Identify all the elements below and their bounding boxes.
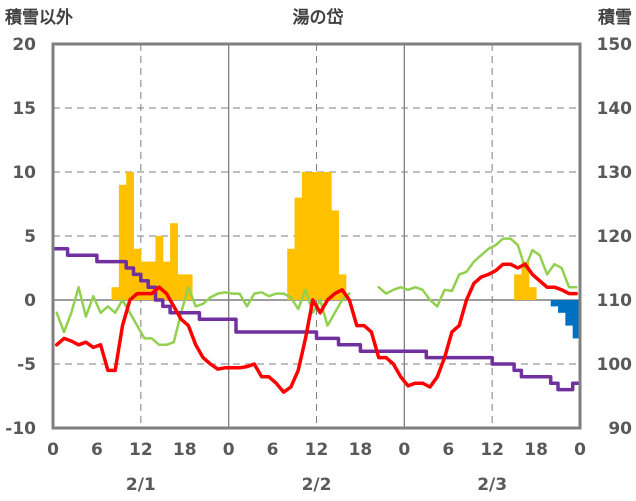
- date-label: 2/2: [302, 475, 332, 495]
- plot-frame: [51, 42, 582, 430]
- right-tick-label: 150: [597, 35, 633, 55]
- precip-bar: [323, 172, 332, 300]
- x-tick-label: 18: [173, 440, 197, 460]
- precip-bar: [331, 210, 339, 300]
- precip-bar: [155, 236, 164, 300]
- x-tick-label: 0: [223, 440, 235, 460]
- x-tick-label: 12: [305, 440, 329, 460]
- x-tick-label: 12: [480, 440, 504, 460]
- precip-bar: [162, 261, 171, 300]
- right-tick-label: 100: [597, 355, 633, 375]
- x-tick-label: 12: [129, 440, 153, 460]
- x-tick-label: 6: [267, 440, 279, 460]
- date-label: 2/1: [126, 475, 156, 495]
- right-tick-label: 120: [597, 227, 633, 247]
- precip-bar: [148, 261, 156, 300]
- precip-bar: [309, 172, 317, 300]
- precip-bar: [294, 197, 303, 300]
- right-tick-label: 140: [597, 99, 633, 119]
- left-tick-label: 0: [24, 291, 36, 311]
- precip-bar: [514, 274, 522, 300]
- bars-layer: [111, 172, 581, 339]
- precip-bar: [528, 287, 537, 300]
- precip-bar: [287, 248, 296, 300]
- precip-bar: [177, 274, 186, 300]
- x-tick-label: 6: [91, 440, 103, 460]
- precip-bar: [118, 184, 127, 300]
- date-label: 2/3: [477, 475, 507, 495]
- right-tick-label: 130: [597, 163, 633, 183]
- right-tick-label: 90: [608, 419, 632, 439]
- x-tick-label: 0: [47, 440, 59, 460]
- precip-bar: [316, 172, 325, 300]
- series-green-line: [55, 237, 578, 347]
- left-tick-label: -5: [17, 355, 36, 375]
- left-tick-label: 15: [12, 99, 36, 119]
- chart-title: 湯の岱: [293, 7, 344, 28]
- snow-change-bar: [572, 300, 581, 339]
- snow-change-bar: [550, 300, 559, 307]
- right-tick-label: 110: [597, 291, 633, 311]
- left-tick-label: 10: [12, 163, 36, 183]
- series-snow-depth-line: [53, 247, 580, 392]
- right-axis-label: 積雪: [598, 7, 632, 28]
- left-tick-label: -10: [5, 419, 36, 439]
- precip-bar: [126, 172, 135, 300]
- precip-bar: [111, 287, 120, 300]
- left-tick-label: 20: [12, 35, 36, 55]
- precip-bar: [301, 172, 310, 300]
- x-tick-label: 6: [442, 440, 454, 460]
- x-tick-label: 18: [524, 440, 548, 460]
- plot-border: [51, 42, 582, 430]
- precip-bar: [521, 261, 530, 300]
- snow-change-bar: [558, 300, 566, 313]
- left-axis-label: 積雪以外: [5, 7, 73, 28]
- left-tick-label: 5: [24, 227, 36, 247]
- precip-bar: [170, 223, 178, 300]
- series-temperature-line: [54, 262, 579, 394]
- precip-bar: [338, 274, 347, 300]
- x-tick-label: 0: [398, 440, 410, 460]
- snow-change-bar: [565, 300, 574, 326]
- x-tick-label: 0: [574, 440, 586, 460]
- lines-layer: [53, 237, 580, 394]
- x-tick-label: 18: [349, 440, 373, 460]
